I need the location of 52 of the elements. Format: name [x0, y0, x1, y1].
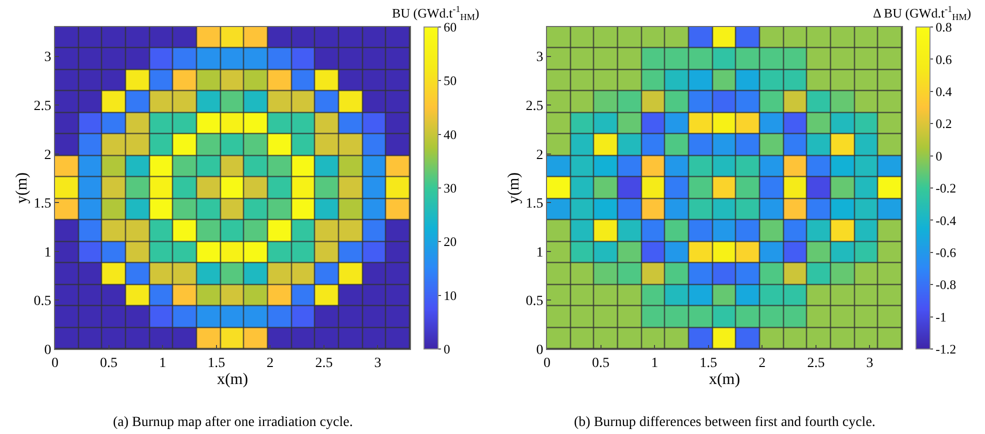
- x-tick-label: 3: [866, 356, 874, 371]
- color-bar-label: 40: [444, 126, 457, 142]
- y-axis-title: y(m): [14, 172, 31, 204]
- x-tick-label: 3: [374, 356, 382, 371]
- y-tick-label: 1.5: [34, 196, 52, 212]
- y-tick-label: 0: [44, 342, 52, 358]
- y-axis-title: y(m): [506, 172, 523, 204]
- color-bar-label: -1: [936, 309, 946, 324]
- color-bar-label: 10: [444, 288, 457, 303]
- x-tick-label: 0.5: [100, 356, 118, 371]
- y-tick-label: 1.5: [526, 196, 544, 212]
- x-tick-label: 1.5: [208, 356, 226, 371]
- color-bar-label: -0.2: [936, 180, 956, 196]
- x-tick-label: 1.5: [700, 356, 718, 371]
- color-bar-label: 50: [444, 73, 457, 88]
- color-bar-label: 0: [936, 148, 942, 164]
- color-bar-label: 0.8: [936, 20, 952, 35]
- color-bar-title: Δ BU (GWd.t$^{-1}$$_{HM}$): [873, 4, 972, 22]
- color-bar-label: -0.6: [936, 244, 957, 260]
- x-tick-label: 0.5: [592, 356, 610, 371]
- y-tick-label: 1: [536, 245, 544, 260]
- x-tick-label: 2.5: [807, 356, 825, 371]
- x-axis-title: x(m): [216, 370, 248, 388]
- text: (b) Burnup differences between first and fourth cycle.: [574, 415, 876, 430]
- color-bar-label: 20: [444, 234, 457, 250]
- color-bar-label: 0.4: [936, 84, 952, 99]
- y-tick-label: 2.5: [526, 98, 544, 114]
- x-tick-label: 1: [159, 356, 166, 371]
- y-tick-label: 0.5: [34, 294, 52, 310]
- y-tick-label: 2.5: [34, 98, 52, 114]
- y-tick-label: 2: [44, 148, 52, 163]
- color-bar-label: 0.2: [936, 116, 952, 132]
- color-bar-label: 60: [444, 20, 457, 35]
- y-tick-label: 3: [536, 50, 544, 66]
- color-bar-label: 30: [444, 180, 457, 196]
- color-bar-title: BU (GWd.t$^{-1}$$_{HM}$): [392, 4, 480, 22]
- color-bar-label: -0.8: [936, 277, 956, 292]
- x-tick-label: 2.5: [315, 356, 333, 371]
- color-bar-label: -1.2: [936, 342, 956, 357]
- text: (a) Burnup map after one irradiation cycle.: [113, 415, 353, 430]
- y-tick-label: 3: [44, 50, 52, 66]
- x-tick-label: 2: [758, 356, 766, 371]
- y-tick-label: 1: [44, 245, 52, 260]
- y-tick-label: 0: [536, 342, 544, 358]
- x-tick-label: 2: [266, 356, 274, 371]
- color-bar-label: 0: [444, 342, 450, 357]
- color-bar-label: -0.4: [936, 212, 957, 228]
- color-bar-label: 0.6: [936, 52, 952, 67]
- x-tick-label: 1: [651, 356, 658, 371]
- y-tick-label: 2: [536, 148, 544, 163]
- x-axis-title: x(m): [708, 370, 740, 388]
- y-tick-label: 0.5: [526, 294, 544, 310]
